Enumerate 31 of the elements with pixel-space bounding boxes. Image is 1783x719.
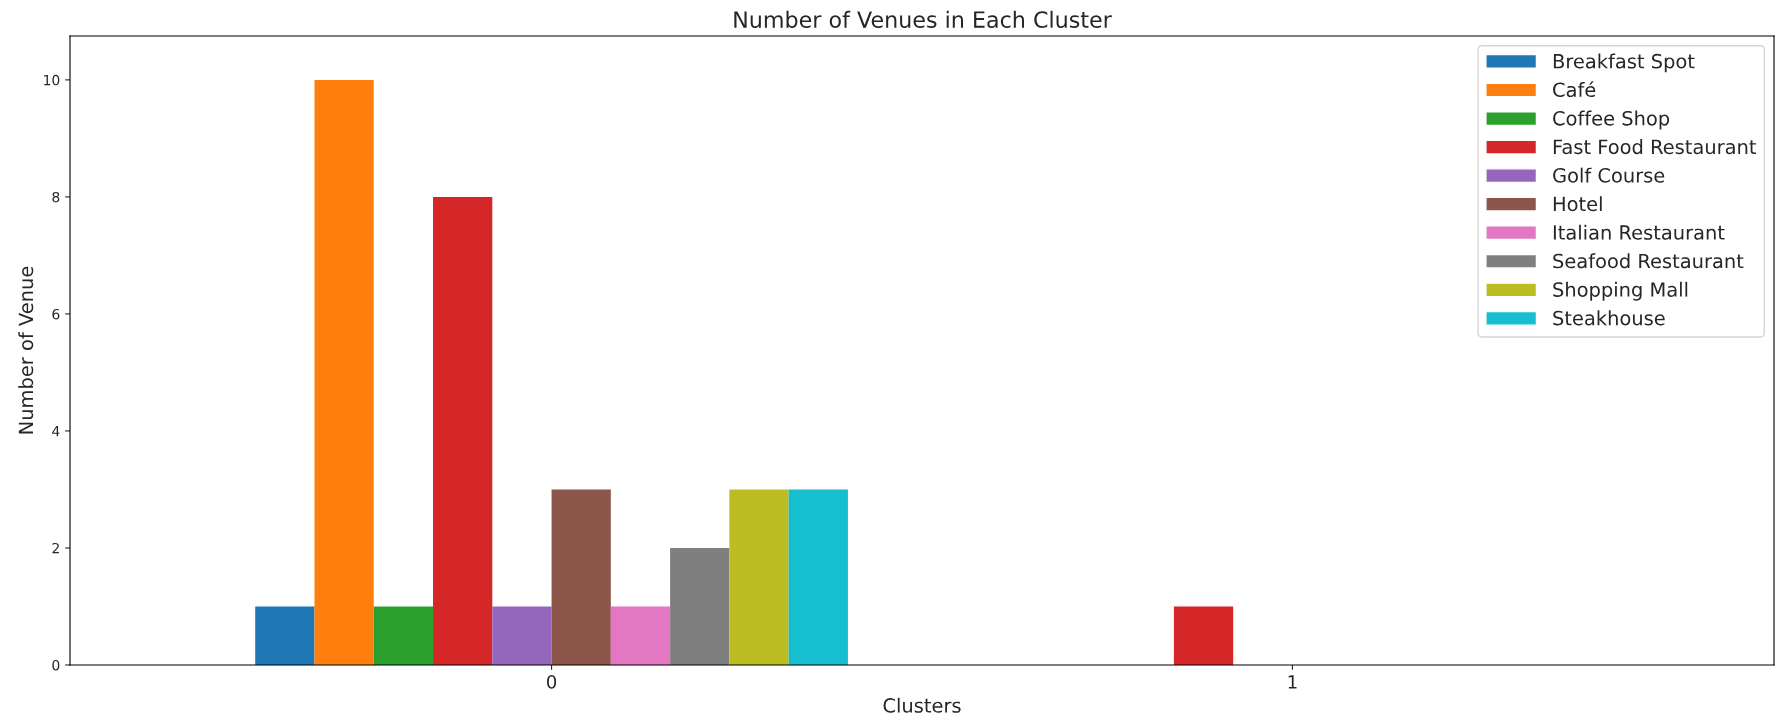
y-tick-label: 0 [52,659,60,671]
legend-label: Golf Course [1553,167,1665,183]
bar [551,489,611,665]
y-tick-label: 8 [52,191,60,203]
y-tick-label: 4 [52,426,60,437]
bar [729,489,789,665]
chart-title: Number of Venues in Each Cluster [734,10,1112,28]
bar [1173,606,1234,665]
legend-label: Shopping Mall [1553,281,1688,301]
y-tick-label: 2 [52,542,59,554]
bar [788,489,848,665]
bar [314,79,374,665]
x-tick-label: 1 [1288,675,1297,689]
legend-label: Italian Restaurant [1553,224,1725,240]
bar [255,606,315,665]
legend-label: Café [1553,81,1596,98]
legend-label: Coffee Shop [1553,110,1670,130]
bar [373,606,434,665]
legend-label: Hotel [1553,196,1602,212]
legend-label: Steakhouse [1553,310,1665,326]
legend-label: Breakfast Spot [1553,53,1695,73]
y-tick-label: 10 [44,74,60,86]
bar [433,196,493,665]
bar [492,606,552,665]
legend-label: Seafood Restaurant [1553,253,1744,269]
x-axis-title: Clusters [883,697,961,713]
legend-label: Fast Food Restaurant [1553,139,1757,155]
bar [670,547,730,665]
bar [610,606,671,665]
y-axis-title: Number of Venue [18,266,34,434]
y-tick-label: 6 [52,308,60,320]
